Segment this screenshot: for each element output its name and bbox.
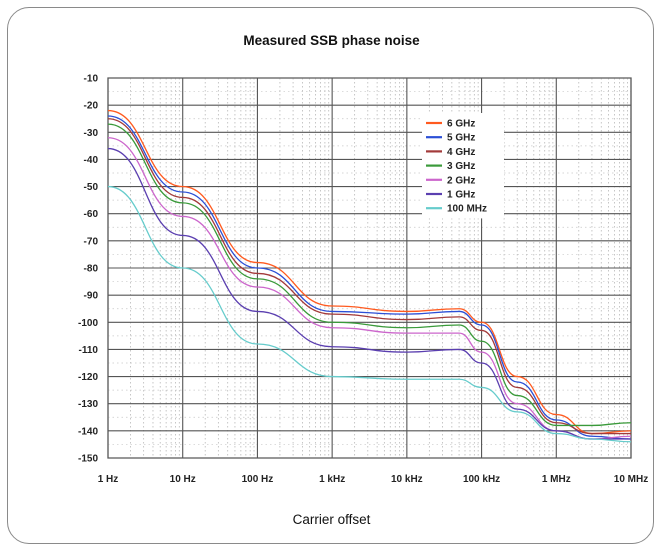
y-tick-label: -40 [84,155,99,166]
legend-label: 1 GHz [447,190,475,201]
x-tick-label: 100 kHz [463,474,500,485]
x-tick-label: 1 Hz [98,474,119,485]
legend-label: 3 GHz [447,161,475,172]
legend-label: 4 GHz [447,147,475,158]
y-tick-label: -50 [84,182,99,193]
series-line [107,185,632,443]
y-tick-label: -10 [84,74,99,85]
x-axis-label: Carrier offset [292,512,371,527]
legend-label: 6 GHz [447,119,475,130]
y-tick-label: -110 [79,345,99,356]
y-tick-label: -130 [78,399,98,410]
y-tick-label: -140 [78,426,98,437]
y-tick-label: -120 [78,372,98,383]
series-line [107,147,631,440]
series-line [107,109,632,435]
y-tick-label: -70 [84,236,99,247]
chart-title: Measured SSB phase noise [243,33,420,48]
y-tick-label: -100 [78,318,98,329]
x-tick-label: 1 kHz [319,474,345,485]
series-line [107,115,632,440]
y-tick-label: -20 [84,101,99,112]
series-line [107,123,632,427]
y-tick-label: -150 [78,454,98,465]
x-tick-label: 10 MHz [614,474,648,485]
x-tick-label: 1 MHz [542,474,571,485]
series-line [107,118,631,435]
x-tick-label: 10 Hz [170,474,196,485]
y-tick-label: -80 [84,264,99,275]
x-tick-label: 100 Hz [242,474,274,485]
legend-label: 100 MHz [447,204,487,215]
legend-label: 2 GHz [447,175,475,186]
y-tick-label: -60 [84,209,99,220]
y-tick-label: -30 [84,128,99,139]
x-tick-label: 10 kHz [391,474,423,485]
y-tick-label: -90 [84,291,99,302]
legend-label: 5 GHz [447,133,475,144]
